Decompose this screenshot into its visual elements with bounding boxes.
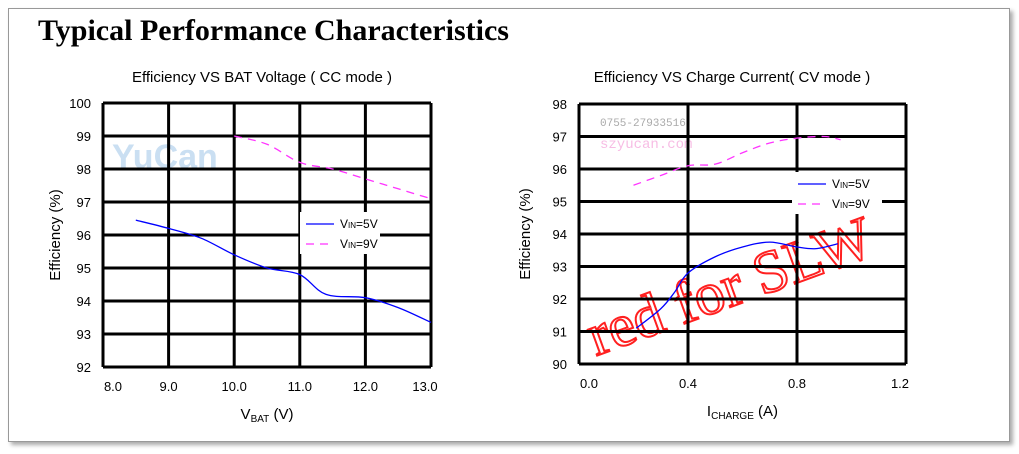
watermark-stamp: red for SLW [578,204,882,368]
y-axis-label: Efficiency (%) [517,188,534,279]
series-line-VIN=9V [234,135,432,200]
y-axis-label: Efficiency (%) [47,189,64,280]
y-tick-label: 97 [553,130,567,145]
x-tick-label: 0.0 [580,376,598,391]
x-tick-label: 1.2 [891,376,909,391]
y-tick-label: 95 [553,195,567,210]
x-tick-label: 0.8 [788,376,806,391]
watermark-site: szyucan.com [600,137,692,153]
x-tick-label: 13.0 [412,379,437,394]
y-tick-label: 97 [77,195,91,210]
x-tick-label: 12.0 [353,379,378,394]
watermark-phone: 0755-27933516 [600,118,686,130]
y-tick-label: 92 [77,360,91,375]
x-axis-label: ICHARGE (A) [707,403,778,422]
legend-box [300,212,380,254]
chart-title: Efficiency VS BAT Voltage ( CC mode ) [132,69,392,86]
legend-entry: VIN=9V [340,237,378,251]
y-tick-label: 100 [69,96,91,111]
y-tick-label: 92 [553,292,567,307]
y-tick-label: 93 [553,260,567,275]
series-line-VIN=5V [135,219,432,324]
legend-entry: VIN=9V [832,197,870,211]
x-tick-label: 0.4 [679,376,697,391]
chart-2: Efficiency VS Charge Current( CV mode ) 9… [517,69,909,422]
legend-entry: VIN=5V [832,177,870,191]
legend-entry: VIN=5V [340,217,378,231]
series-line-VIN=9V [633,135,841,186]
x-axis-label: VBAT (V) [241,406,294,425]
y-tick-label: 95 [77,261,91,276]
x-tick-label: 10.0 [222,379,247,394]
x-tick-label: 11.0 [288,379,312,394]
y-tick-label: 99 [77,129,91,144]
y-tick-label: 98 [553,97,567,112]
y-tick-label: 98 [77,162,91,177]
legend-box [792,172,882,214]
x-tick-label: 9.0 [160,379,178,394]
chart-title: Efficiency VS Charge Current( CV mode ) [594,69,871,86]
y-tick-label: 93 [77,327,91,342]
y-tick-label: 90 [553,357,567,372]
y-tick-label: 94 [77,294,91,309]
y-tick-label: 91 [553,325,567,340]
x-tick-label: 8.0 [104,379,122,394]
y-tick-label: 96 [77,228,91,243]
y-tick-label: 96 [553,162,567,177]
series-line-VIN=5V [635,241,839,329]
chart-1: Efficiency VS BAT Voltage ( CC mode ) 92 9… [47,69,438,425]
page-title: Typical Performance Characteristics [38,14,509,47]
page-frame [8,8,1010,442]
y-tick-label: 94 [553,227,567,242]
